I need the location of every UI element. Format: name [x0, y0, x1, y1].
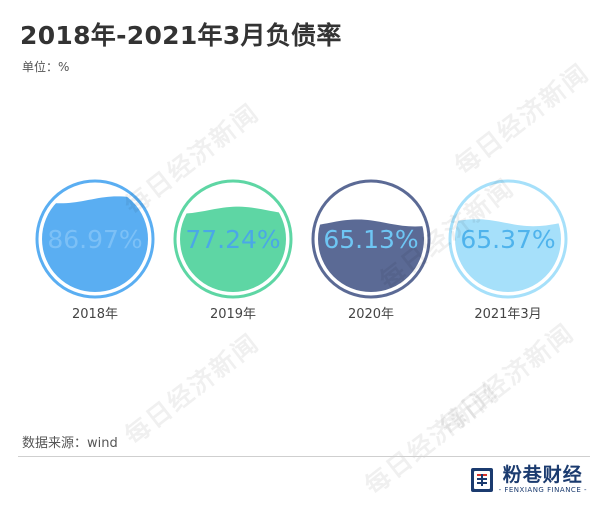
gauge-value-label: 65.13%: [323, 225, 418, 254]
gauge-value-label: 86.97%: [47, 225, 142, 254]
footer-divider: [18, 456, 590, 457]
brand-english-name: - FENXIANG FINANCE -: [498, 486, 587, 494]
chart-title: 2018年-2021年3月负债率: [20, 21, 342, 50]
gauge-liquid: [180, 206, 286, 292]
brand-logo-icon: [470, 467, 493, 492]
brand-name: 粉巷财经: [502, 464, 583, 486]
gauge-value-label: 77.24%: [185, 225, 280, 254]
brand-block: 粉巷财经 - FENXIANG FINANCE -: [470, 464, 587, 495]
gauge-liquid: [318, 219, 424, 292]
gauge-liquid: [42, 196, 148, 292]
category-label: 2018年: [72, 307, 118, 322]
gauge-value-label: 65.37%: [460, 225, 555, 254]
data-source: 数据来源：wind: [22, 436, 118, 451]
category-label: 2020年: [348, 307, 394, 322]
unit-label: 单位：%: [22, 60, 70, 74]
category-label: 2021年3月: [474, 307, 541, 322]
gauge-liquid: [455, 219, 561, 292]
category-label: 2019年: [210, 307, 256, 322]
